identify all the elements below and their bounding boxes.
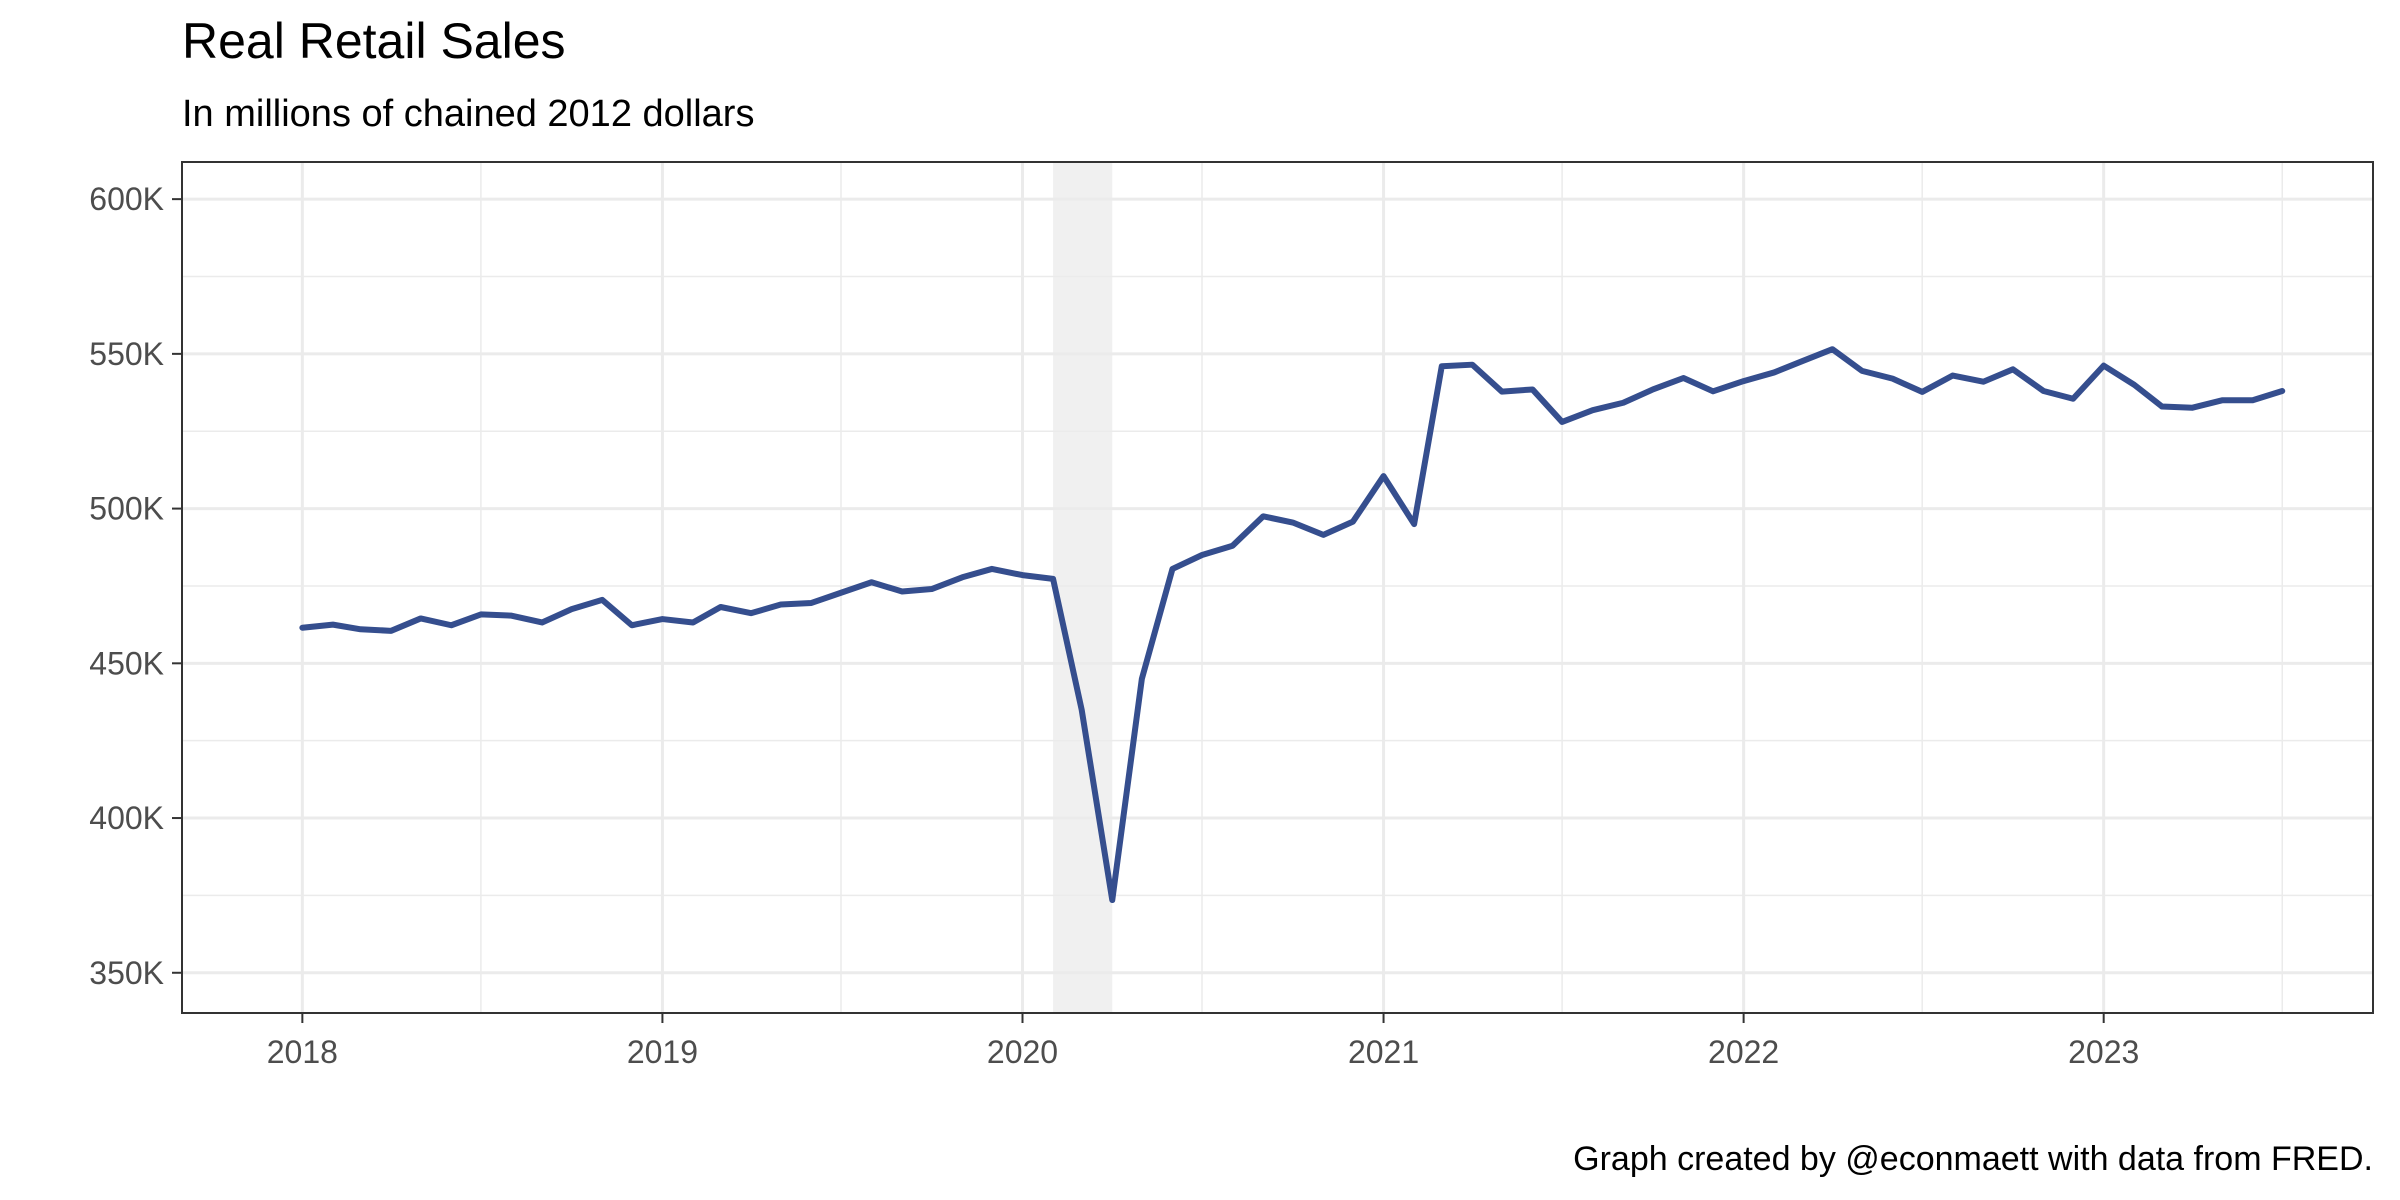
- y-tick-label: 600K: [89, 181, 164, 217]
- chart-caption: Graph created by @econmaett with data fr…: [1573, 1140, 2373, 1178]
- chart-subtitle: In millions of chained 2012 dollars: [182, 93, 754, 135]
- chart-title: Real Retail Sales: [182, 13, 566, 69]
- plot-area: 350K 400K 450K 500K 550K 600K 2018 2019 2020 2021…: [89, 161, 2374, 1070]
- x-tick-label: 2020: [987, 1034, 1058, 1070]
- x-tick-label: 2019: [627, 1034, 698, 1070]
- y-tick-label: 500K: [89, 491, 164, 527]
- y-tick-label: 450K: [89, 645, 164, 681]
- y-tick-label: 550K: [89, 336, 164, 372]
- x-tick-label: 2023: [2068, 1034, 2139, 1070]
- y-tick-label: 350K: [89, 955, 164, 991]
- panel-background: [182, 162, 2373, 1013]
- x-tick-label: 2018: [267, 1034, 338, 1070]
- x-tick-label: 2022: [1708, 1034, 1779, 1070]
- panel-border: [181, 161, 2374, 1014]
- y-tick-label: 400K: [89, 800, 164, 836]
- recession-shading: [1053, 162, 1113, 1013]
- series-line: [299, 346, 2286, 904]
- x-tick-label: 2021: [1348, 1034, 1419, 1070]
